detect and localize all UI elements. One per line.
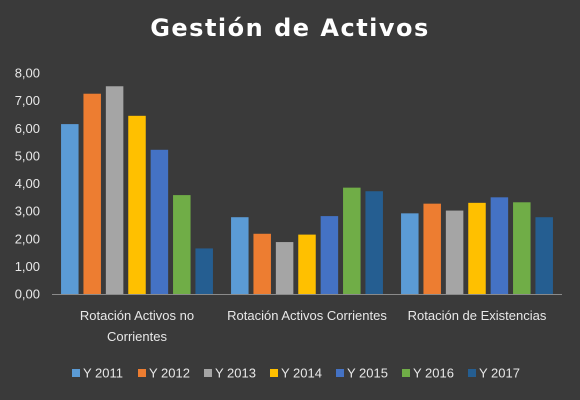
bar — [275, 242, 294, 294]
bar — [195, 248, 213, 294]
category-label: Corrientes — [107, 329, 167, 344]
legend-swatch — [336, 369, 344, 377]
bar — [423, 203, 441, 294]
legend-label: Y 2011 — [83, 366, 123, 381]
legend-swatch — [138, 369, 146, 377]
legend-label: Y 2013 — [215, 366, 256, 381]
legend-label: Y 2016 — [413, 366, 454, 381]
bar — [535, 217, 553, 294]
legend-label: Y 2015 — [347, 366, 388, 381]
bar — [105, 86, 124, 294]
legend-swatch — [72, 369, 80, 377]
y-tick-label: 2,00 — [15, 231, 40, 246]
bar — [128, 115, 146, 294]
bar — [150, 149, 169, 294]
bar — [298, 234, 316, 294]
bar — [445, 210, 464, 294]
bar — [490, 197, 509, 294]
category-label: Rotación Activos no — [80, 308, 194, 323]
y-tick-label: 8,00 — [15, 66, 40, 81]
bar — [401, 213, 419, 294]
y-tick-label: 0,00 — [15, 287, 40, 302]
legend-label: Y 2012 — [149, 366, 190, 381]
bar — [61, 124, 79, 294]
y-tick-label: 1,00 — [15, 259, 40, 274]
legend-swatch — [468, 369, 476, 377]
legend-swatch — [270, 369, 278, 377]
legend-label: Y 2014 — [281, 366, 322, 381]
y-tick-label: 7,00 — [15, 93, 40, 108]
legend-swatch — [402, 369, 410, 377]
category-label: Rotación Activos Corrientes — [227, 308, 387, 323]
y-tick-label: 5,00 — [15, 148, 40, 163]
bar — [83, 93, 101, 294]
bar — [513, 202, 531, 294]
y-tick-label: 6,00 — [15, 121, 40, 136]
chart-title: Gestión de Activos — [150, 14, 430, 42]
legend-swatch — [204, 369, 212, 377]
y-tick-label: 3,00 — [15, 204, 40, 219]
bar — [173, 195, 191, 294]
y-tick-label: 4,00 — [15, 176, 40, 191]
bar — [365, 191, 383, 294]
bar — [253, 233, 271, 294]
bar — [231, 217, 249, 294]
legend-label: Y 2017 — [479, 366, 520, 381]
bar — [468, 202, 486, 294]
category-label: Rotación de Existencias — [408, 308, 547, 323]
bar — [320, 216, 339, 294]
bar — [343, 187, 361, 294]
